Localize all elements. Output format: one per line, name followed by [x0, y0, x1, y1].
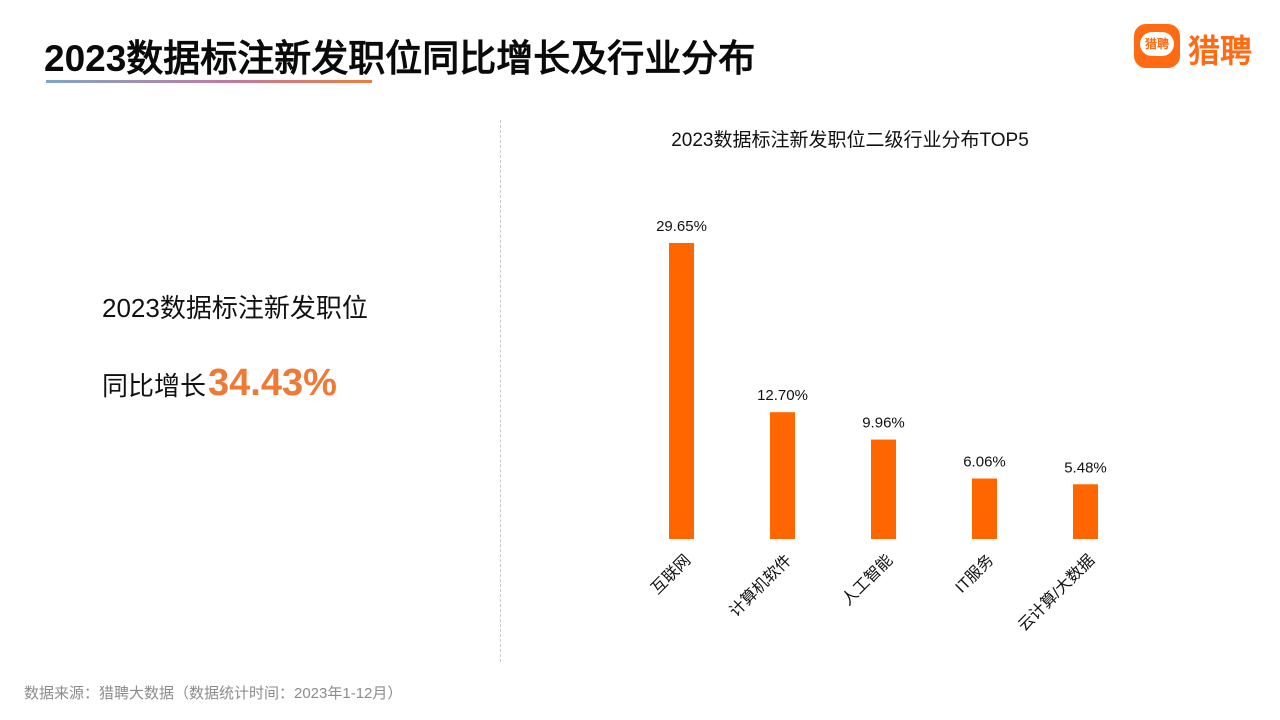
category-label: 互联网: [648, 551, 695, 598]
stat-label: 2023数据标注新发职位: [102, 293, 368, 323]
bar-value-label: 29.65%: [656, 218, 707, 235]
bar-4: [972, 478, 997, 539]
industry-bar-chart: 2023数据标注新发职位二级行业分布TOP5 29.65% 互联网 12.70% 计算…: [648, 129, 1107, 635]
data-source-note: 数据来源：猎聘大数据（数据统计时间：2023年1-12月）: [24, 685, 403, 702]
title-underline: [46, 80, 372, 83]
bar-value-label: 6.06%: [963, 454, 1006, 471]
bar-5: [1073, 484, 1098, 539]
logo-badge-text: 猎聘: [1140, 32, 1174, 56]
bar-value-label: 5.48%: [1064, 459, 1107, 476]
stat-growth-value: 34.43%: [208, 362, 337, 404]
liepin-logo: 猎聘 猎聘: [1134, 24, 1256, 70]
bar-1: [669, 243, 694, 539]
stat-growth-label: 同比增长: [102, 371, 207, 401]
bar-2: [770, 412, 795, 539]
stat-growth: 同比增长34.43%: [102, 362, 337, 405]
bar-value-label: 9.96%: [862, 415, 905, 432]
category-label: 人工智能: [838, 551, 896, 609]
section-divider: [500, 120, 501, 662]
bar-value-label: 12.70%: [757, 387, 808, 404]
page-title: 2023数据标注新发职位同比增长及行业分布: [44, 38, 756, 79]
logo-text: 猎聘: [1188, 33, 1253, 69]
logo-badge-icon: 猎聘: [1134, 24, 1180, 68]
chart-title: 2023数据标注新发职位二级行业分布TOP5: [671, 129, 1029, 151]
bar-3: [871, 439, 896, 539]
category-label: IT服务: [952, 551, 997, 596]
category-label: 计算机软件: [725, 550, 795, 620]
category-label: 云计算/大数据: [1014, 550, 1098, 634]
